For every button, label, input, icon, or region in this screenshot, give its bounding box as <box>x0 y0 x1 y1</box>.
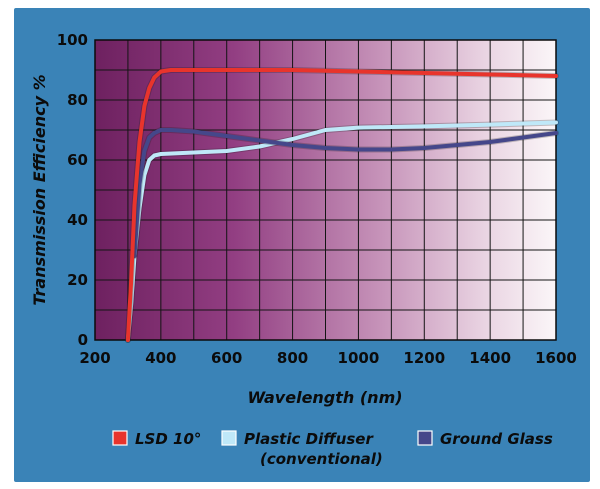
series-line-ground-glass <box>132 128 558 258</box>
x-axis-title: Wavelength (nm) <box>247 388 402 407</box>
legend-label-plastic: Plastic Diffuser <box>244 430 374 448</box>
series-line-lsd <box>125 68 558 342</box>
y-axis-title: Transmission Efficiency % <box>30 74 49 305</box>
legend-swatch-lsd <box>112 430 128 446</box>
x-tick-label: 1400 <box>469 349 511 367</box>
y-tick-label: 40 <box>67 211 88 229</box>
y-tick-label: 100 <box>57 31 88 49</box>
legend-label-ground-glass: Ground Glass <box>440 430 553 448</box>
x-tick-labels: 200 400 600 800 1000 1200 1400 1600 <box>79 349 577 367</box>
y-tick-label: 80 <box>67 91 88 109</box>
y-tick-label: 20 <box>67 271 88 289</box>
legend-label-plastic-sub: (conventional) <box>260 450 383 468</box>
legend-swatch-ground-glass <box>417 430 433 446</box>
legend-swatch-plastic <box>221 430 237 446</box>
legend: LSD 10° Plastic Diffuser (conventional) … <box>112 430 553 468</box>
y-tick-labels: 0 20 40 60 80 100 <box>57 31 88 349</box>
series-lines <box>124 67 559 343</box>
gridlines <box>95 40 556 340</box>
legend-label-lsd: LSD 10° <box>135 430 201 448</box>
y-tick-label: 60 <box>67 151 88 169</box>
x-tick-label: 1000 <box>338 349 380 367</box>
x-tick-label: 1600 <box>535 349 577 367</box>
x-tick-label: 1200 <box>403 349 445 367</box>
x-tick-label: 200 <box>79 349 110 367</box>
plot-border <box>94 39 557 341</box>
x-tick-label: 600 <box>211 349 242 367</box>
x-tick-label: 400 <box>145 349 176 367</box>
x-tick-label: 800 <box>277 349 308 367</box>
y-tick-label: 0 <box>78 331 88 349</box>
